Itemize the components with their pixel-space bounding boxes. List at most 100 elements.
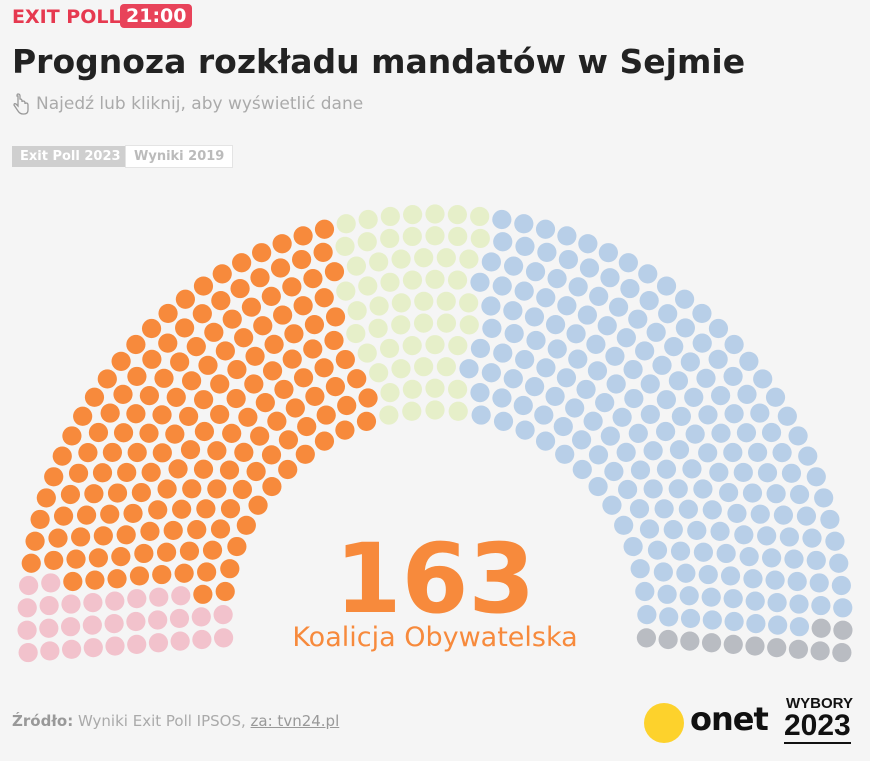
seat[interactable]: [246, 461, 266, 482]
seat[interactable]: [158, 303, 178, 324]
seat[interactable]: [447, 379, 468, 399]
seat[interactable]: [282, 277, 302, 297]
seat[interactable]: [402, 336, 422, 356]
seat[interactable]: [129, 566, 150, 586]
seat[interactable]: [640, 374, 660, 394]
seat[interactable]: [698, 564, 718, 585]
seat[interactable]: [572, 459, 592, 480]
seat[interactable]: [616, 328, 636, 348]
seat[interactable]: [605, 346, 625, 366]
seat[interactable]: [282, 349, 302, 369]
seat[interactable]: [335, 236, 355, 257]
seat[interactable]: [724, 404, 744, 424]
seat[interactable]: [232, 479, 253, 500]
seat[interactable]: [253, 316, 273, 336]
seat[interactable]: [526, 330, 546, 351]
seat[interactable]: [346, 256, 367, 276]
seat[interactable]: [227, 536, 247, 557]
seat[interactable]: [174, 563, 194, 583]
seat[interactable]: [357, 343, 377, 363]
seat[interactable]: [680, 608, 701, 629]
seat[interactable]: [768, 615, 788, 635]
seat[interactable]: [745, 591, 765, 611]
seat[interactable]: [212, 264, 232, 284]
seat[interactable]: [571, 430, 592, 450]
seat[interactable]: [600, 268, 620, 288]
seat[interactable]: [192, 629, 212, 650]
seat[interactable]: [617, 479, 638, 500]
seat[interactable]: [556, 368, 577, 388]
seat[interactable]: [702, 610, 722, 630]
seat[interactable]: [127, 634, 147, 655]
seat[interactable]: [635, 581, 655, 602]
seat[interactable]: [628, 423, 648, 443]
seat[interactable]: [493, 411, 514, 431]
seat[interactable]: [358, 209, 378, 230]
seat[interactable]: [140, 521, 160, 541]
seat[interactable]: [413, 313, 434, 333]
seat[interactable]: [524, 307, 545, 327]
seat[interactable]: [737, 384, 757, 404]
seat[interactable]: [825, 531, 845, 551]
seat[interactable]: [142, 349, 162, 369]
seat[interactable]: [82, 615, 102, 635]
seat[interactable]: [701, 587, 721, 607]
seat[interactable]: [459, 249, 479, 269]
seat[interactable]: [313, 242, 333, 262]
seat[interactable]: [193, 276, 214, 296]
seat[interactable]: [25, 531, 45, 551]
seat[interactable]: [436, 291, 456, 311]
seat[interactable]: [595, 393, 615, 413]
seat[interactable]: [314, 431, 335, 451]
seat[interactable]: [733, 462, 753, 483]
seat[interactable]: [347, 301, 367, 321]
seat[interactable]: [356, 411, 377, 431]
seat[interactable]: [566, 324, 586, 344]
seat[interactable]: [191, 607, 211, 627]
seat[interactable]: [789, 617, 810, 637]
seat[interactable]: [127, 589, 147, 609]
seat[interactable]: [515, 420, 535, 440]
seat[interactable]: [675, 289, 695, 309]
seat[interactable]: [779, 527, 799, 547]
seat[interactable]: [92, 463, 113, 483]
seat[interactable]: [492, 209, 512, 230]
seat[interactable]: [368, 318, 388, 338]
seat[interactable]: [148, 633, 169, 653]
seat[interactable]: [750, 403, 770, 423]
seat[interactable]: [244, 374, 264, 394]
seat[interactable]: [535, 219, 556, 239]
seat[interactable]: [158, 333, 178, 353]
seat[interactable]: [692, 303, 712, 324]
seat[interactable]: [623, 536, 643, 557]
seat[interactable]: [71, 527, 91, 547]
seat[interactable]: [767, 592, 787, 613]
seat[interactable]: [545, 386, 565, 407]
seat[interactable]: [448, 336, 468, 356]
seat[interactable]: [53, 506, 74, 526]
seat[interactable]: [213, 628, 234, 648]
seat[interactable]: [347, 369, 367, 389]
seat[interactable]: [620, 278, 640, 299]
seat[interactable]: [576, 379, 596, 400]
seat[interactable]: [656, 276, 677, 296]
seat[interactable]: [664, 337, 684, 357]
seat[interactable]: [798, 446, 818, 466]
seat[interactable]: [447, 270, 468, 290]
seat[interactable]: [215, 581, 235, 602]
seat[interactable]: [671, 406, 691, 427]
seat[interactable]: [391, 315, 411, 335]
seat[interactable]: [604, 461, 624, 482]
seat[interactable]: [773, 505, 794, 525]
seat[interactable]: [425, 226, 445, 246]
seat[interactable]: [553, 416, 573, 437]
seat[interactable]: [284, 324, 304, 344]
seat[interactable]: [658, 629, 678, 650]
seat[interactable]: [278, 430, 299, 450]
seat[interactable]: [639, 519, 660, 539]
seat[interactable]: [558, 249, 579, 270]
seat[interactable]: [753, 369, 773, 389]
seat[interactable]: [708, 318, 729, 339]
seat[interactable]: [425, 204, 445, 224]
seat[interactable]: [325, 377, 346, 397]
